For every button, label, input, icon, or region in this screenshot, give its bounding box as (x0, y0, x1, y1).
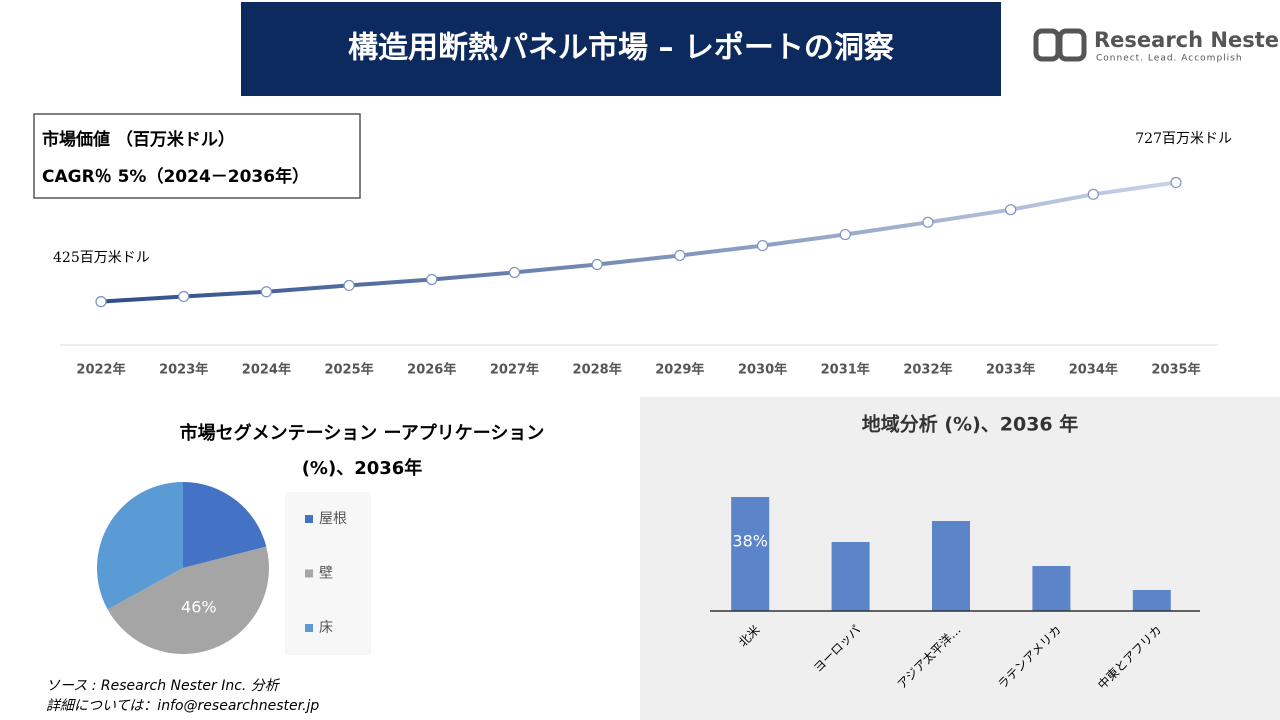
pie-slice (183, 482, 267, 568)
data-label: 425百万米ドル (53, 250, 150, 266)
point (178, 290, 190, 303)
chart-subtitle: (%)、2036年 (302, 457, 423, 479)
bar (932, 521, 970, 611)
point (1170, 176, 1182, 189)
info-text: CAGR％ 5%（2024－2036年） (42, 166, 309, 187)
point (426, 273, 438, 286)
x-tick-label: 2029年 (655, 362, 704, 378)
x-tick-label: 2025年 (324, 362, 373, 378)
pie-slice (97, 482, 183, 610)
point (1087, 188, 1099, 200)
legend-label: 壁 (319, 566, 333, 582)
logo-icon (1057, 28, 1087, 62)
chart-title: 市場セグメンテーション ーアプリケーション (180, 422, 545, 444)
info-text: 市場価値 （百万米ドル） (42, 129, 235, 150)
x-tick-label: 2034年 (1069, 362, 1118, 378)
legend-box (285, 492, 371, 655)
x-tick-label: 2031年 (821, 362, 870, 378)
logo: Research Nester Connect. Lead. Accomplis… (1033, 28, 1280, 64)
legend-swatch (305, 569, 313, 578)
point (756, 239, 769, 252)
point (343, 279, 355, 292)
x-tick-label: 2028年 (573, 362, 622, 378)
point (922, 216, 934, 228)
point (674, 249, 686, 262)
legend-label: 床 (319, 620, 333, 636)
logo-name: Research Nester (1094, 28, 1280, 52)
logo-tagline: Connect. Lead. Accomplish (1096, 54, 1243, 64)
point (95, 296, 107, 308)
point (260, 286, 272, 298)
x-tick-label: 2030年 (738, 362, 787, 378)
bar (1132, 590, 1171, 611)
point (508, 266, 521, 279)
page-title: 構造用断熱パネル市場 – レポートの洞察 (348, 31, 895, 66)
source-text: ソース : Research Nester Inc. 分析 (46, 678, 281, 694)
source-text: 詳細については：info@researchnester.jp (46, 698, 319, 714)
data-label: 46% (181, 597, 217, 616)
point (591, 258, 603, 271)
bar (1032, 566, 1071, 611)
x-tick-label: 2022年 (76, 362, 125, 378)
bar (831, 542, 870, 611)
point (839, 228, 851, 241)
x-tick-label: 2033年 (986, 362, 1035, 378)
legend-swatch (305, 624, 313, 632)
x-tick-label: 2026年 (407, 362, 456, 378)
x-tick-label: 2032年 (903, 362, 952, 378)
info-box (33, 113, 361, 199)
data-label: 727百万米ドル (1135, 131, 1232, 147)
x-tick-label: 2023年 (159, 362, 208, 378)
title-banner (241, 2, 1001, 96)
pie-slice (107, 546, 269, 654)
x-tick-label: 2035年 (1151, 362, 1200, 378)
chart-title: 地域分析 (%)、2036 年 (862, 413, 1079, 436)
point (1005, 204, 1017, 216)
x-tick-label: 2024年 (242, 362, 291, 378)
legend-label: 屋根 (319, 511, 347, 527)
data-label: 38% (732, 532, 768, 551)
legend-swatch (305, 515, 313, 523)
x-tick-label: 2027年 (490, 362, 539, 378)
line (100, 180, 1177, 304)
bar (731, 497, 770, 611)
